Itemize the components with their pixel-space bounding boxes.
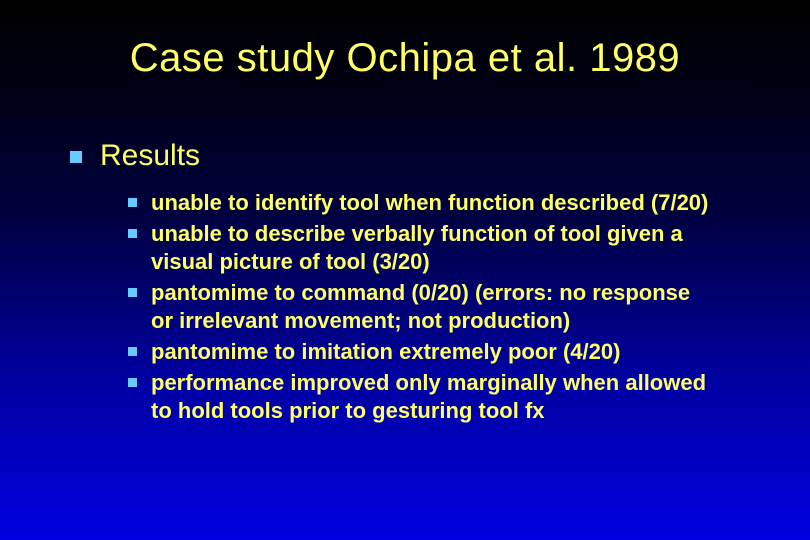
square-bullet-icon <box>128 229 137 238</box>
list-item: pantomime to command (0/20) (errors: no … <box>128 279 740 336</box>
square-bullet-icon <box>128 198 137 207</box>
level1-text: Results <box>100 139 200 173</box>
list-item: unable to identify tool when function de… <box>128 189 740 218</box>
list-item-text: pantomime to command (0/20) (errors: no … <box>151 279 711 336</box>
list-item-text: unable to describe verbally function of … <box>151 220 711 277</box>
slide-title: Case study Ochipa et al. 1989 <box>0 0 810 91</box>
square-bullet-icon <box>70 151 82 163</box>
list-item-text: pantomime to imitation extremely poor (4… <box>151 338 620 367</box>
slide: Case study Ochipa et al. 1989 Results un… <box>0 0 810 540</box>
square-bullet-icon <box>128 378 137 387</box>
list-item: performance improved only marginally whe… <box>128 369 740 426</box>
list-item-text: performance improved only marginally whe… <box>151 369 711 426</box>
list-item: pantomime to imitation extremely poor (4… <box>128 338 740 367</box>
list-item-text: unable to identify tool when function de… <box>151 189 708 218</box>
results-heading: Results <box>70 139 740 173</box>
square-bullet-icon <box>128 347 137 356</box>
sub-bullets: unable to identify tool when function de… <box>70 189 740 426</box>
list-item: unable to describe verbally function of … <box>128 220 740 277</box>
square-bullet-icon <box>128 288 137 297</box>
slide-body: Results unable to identify tool when fun… <box>0 91 810 426</box>
